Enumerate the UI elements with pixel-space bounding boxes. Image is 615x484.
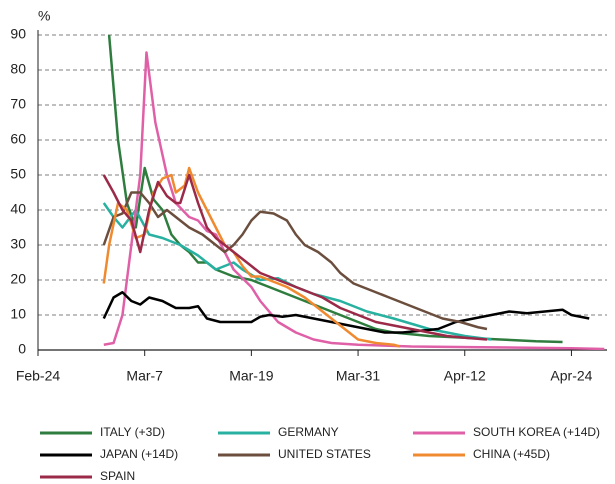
series-line	[103, 51, 605, 350]
x-tick-label: Mar-19	[229, 368, 274, 384]
y-tick-label: 0	[18, 341, 26, 357]
x-tick-label: Apr-24	[550, 368, 592, 384]
y-tick-label: 60	[10, 131, 26, 147]
y-tick-label: 70	[10, 96, 26, 112]
y-tick-label: 40	[10, 201, 26, 217]
y-tick-label: 20	[10, 271, 26, 287]
x-tick-label: Apr-12	[444, 368, 486, 384]
legend-label: SPAIN	[100, 469, 135, 483]
series-line	[102, 173, 488, 341]
legend-label: SOUTH KOREA (+14D)	[473, 425, 600, 439]
series-line	[102, 291, 590, 334]
x-tick-label: Mar-31	[336, 368, 381, 384]
y-tick-label: 80	[10, 61, 26, 77]
legend-label: ITALY (+3D)	[100, 425, 165, 439]
legend-label: JAPAN (+14D)	[100, 447, 178, 461]
y-tick-label: 10	[10, 306, 26, 322]
y-tick-label: 30	[10, 236, 26, 252]
legend-label: GERMANY	[278, 425, 339, 439]
y-tick-label: 50	[10, 166, 26, 182]
series-line	[107, 35, 563, 344]
y-tick-label: 90	[10, 26, 26, 42]
series-line	[102, 202, 492, 341]
series-line	[102, 166, 401, 348]
x-tick-label: Mar-7	[126, 368, 163, 384]
series-line	[102, 191, 488, 331]
y-axis-label: %	[38, 8, 50, 24]
legend-label: UNITED STATES	[278, 447, 371, 461]
legend-label: CHINA (+45D)	[473, 447, 550, 461]
x-tick-label: Feb-24	[16, 368, 61, 384]
